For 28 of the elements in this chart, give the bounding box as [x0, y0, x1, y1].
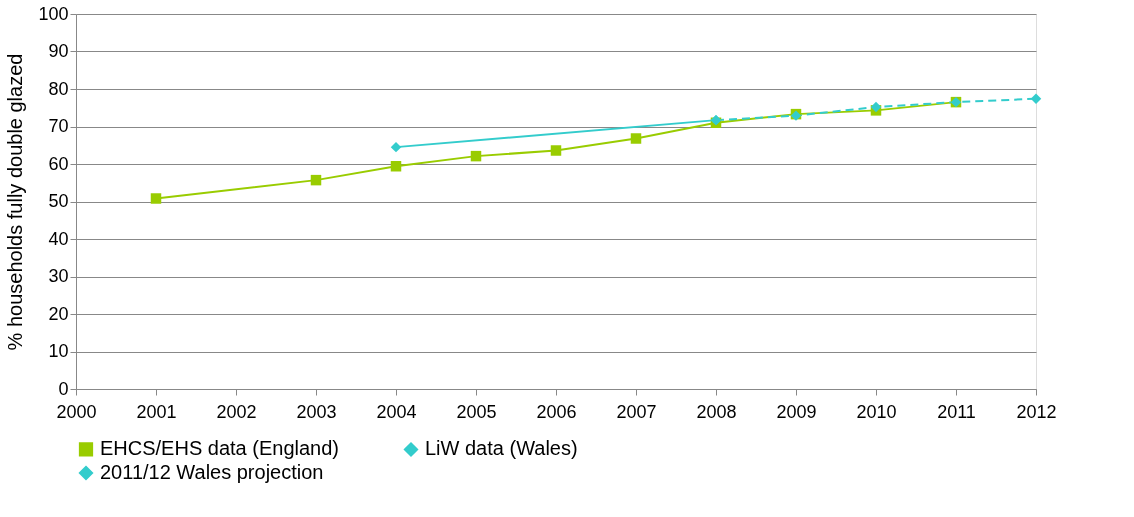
- y-tick-label: 0: [58, 378, 69, 399]
- legend-label: 2011/12 Wales projection: [100, 461, 324, 483]
- y-tick-label: 20: [48, 303, 69, 324]
- y-tick-label: 10: [48, 341, 69, 361]
- x-tick-label: 2003: [296, 401, 337, 422]
- y-tick-label: 60: [48, 153, 69, 174]
- y-axis-title: % households fully double glazed: [4, 53, 27, 351]
- x-tick-label: 2006: [536, 401, 577, 422]
- y-tick-label: 90: [48, 41, 69, 61]
- legend-label: EHCS/EHS data (England): [100, 437, 340, 460]
- y-tick-label: 100: [38, 3, 69, 24]
- y-tick-label: 40: [48, 228, 69, 249]
- y-tick-label: 50: [48, 191, 69, 211]
- y-tick-label: 30: [48, 266, 69, 286]
- x-tick-label: 2010: [856, 401, 897, 422]
- legend-label: LiW data (Wales): [425, 437, 578, 460]
- x-tick-label: 2009: [776, 401, 817, 422]
- x-tick-label: 2004: [376, 401, 417, 422]
- x-tick-label: 2008: [696, 401, 737, 422]
- x-tick-label: 2011: [937, 401, 976, 422]
- x-tick-label: 2002: [216, 401, 257, 422]
- x-tick-label: 2005: [456, 401, 497, 422]
- y-tick-label: 70: [48, 116, 69, 136]
- x-tick-label: 2001: [136, 401, 177, 422]
- y-tick-label: 80: [48, 78, 69, 99]
- x-tick-label: 2007: [616, 401, 657, 422]
- x-tick-label: 2000: [56, 401, 97, 422]
- x-tick-label: 2012: [1016, 401, 1057, 422]
